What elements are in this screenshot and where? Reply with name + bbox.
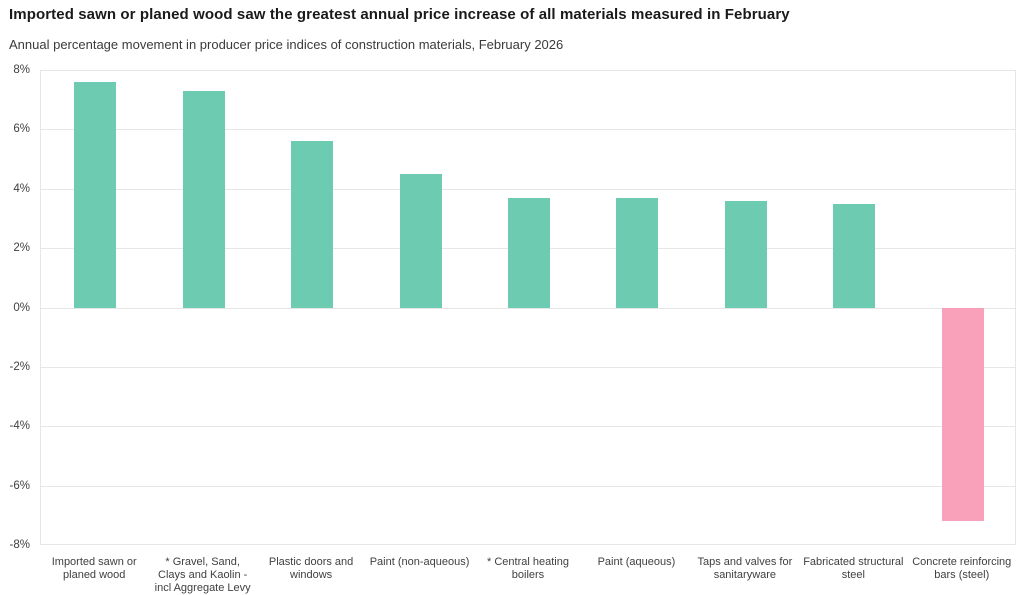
x-tick-label: * Central heating boilers	[487, 556, 569, 581]
y-axis: 8% 6% 4% 2% 0% -2% -4% -6% -8%	[0, 64, 30, 551]
bar-positive	[399, 173, 442, 308]
gridline	[41, 426, 1015, 428]
y-tick-label: 0%	[13, 301, 30, 314]
gridline	[41, 307, 1015, 309]
y-tick-label: -6%	[9, 479, 30, 492]
bar-positive	[616, 197, 659, 308]
gridline	[41, 188, 1015, 190]
plot-area	[40, 70, 1016, 545]
bar-positive	[74, 81, 117, 308]
x-tick-label: Paint (non-aqueous)	[369, 556, 470, 568]
y-tick-label: 4%	[13, 182, 30, 195]
y-tick-label: 2%	[13, 242, 30, 255]
x-tick-label: Paint (aqueous)	[597, 556, 676, 568]
gridline	[41, 544, 1015, 545]
x-tick-label: Imported sawn or planed wood	[51, 556, 137, 581]
bar-positive	[508, 197, 550, 308]
gridline	[41, 129, 1015, 131]
y-tick-label: -2%	[9, 360, 30, 373]
bar-positive	[182, 90, 225, 308]
x-axis: Imported sawn or planed wood * Gravel, Sa…	[40, 556, 1016, 594]
gridline	[41, 70, 1015, 71]
y-tick-label: 8%	[13, 64, 30, 76]
chart-subtitle: Annual percentage movement in producer p…	[9, 37, 564, 52]
gridline	[41, 366, 1015, 368]
bar-positive	[724, 200, 767, 308]
bar-negative	[941, 307, 984, 522]
y-tick-label: 6%	[13, 123, 30, 136]
y-tick-label: -4%	[9, 420, 30, 433]
chart-title: Imported sawn or planed wood saw the gre…	[9, 6, 790, 23]
x-tick-label: Taps and valves for sanitaryware	[697, 556, 793, 581]
bar-positive	[291, 141, 334, 308]
x-tick-label: Fabricated structural steel	[803, 556, 904, 581]
bar-positive	[833, 203, 876, 308]
gridline	[41, 485, 1015, 487]
y-tick-label: -8%	[9, 539, 30, 551]
x-tick-label: Concrete reinforcing bars (steel)	[912, 556, 1012, 581]
x-tick-label: Plastic doors and windows	[268, 556, 354, 581]
x-tick-label: * Gravel, Sand, Clays and Kaolin - incl …	[154, 556, 251, 594]
